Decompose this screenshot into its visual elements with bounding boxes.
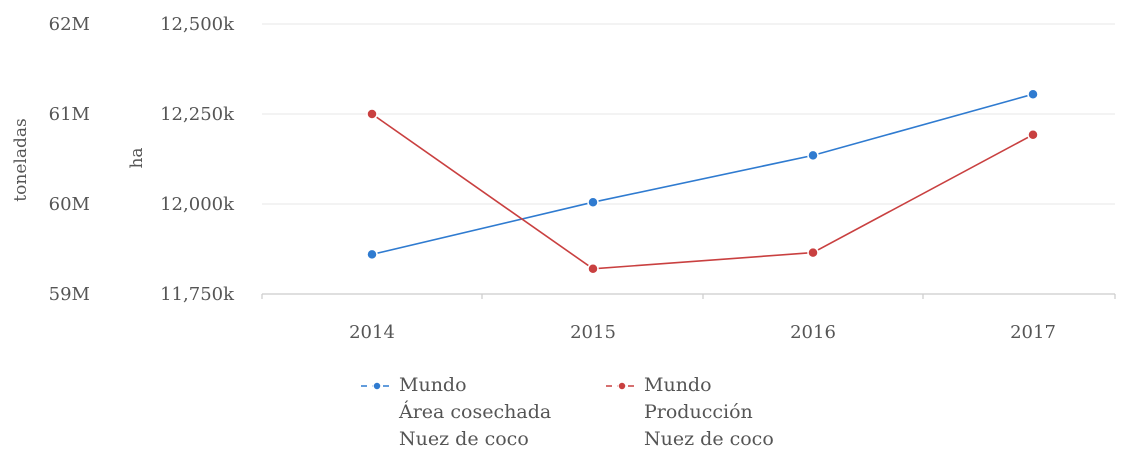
legend-line: Mundo (644, 374, 712, 396)
x-tick-label: 2015 (570, 322, 616, 343)
y-outer-tick-label: 60M (49, 194, 90, 215)
legend-line: Nuez de coco (399, 428, 529, 450)
series-line-1 (371, 113, 1034, 270)
legend-swatch-production (606, 381, 638, 391)
legend-item-production[interactable]: Mundo Producción Nuez de coco (600, 372, 845, 453)
data-point[interactable] (1027, 128, 1039, 141)
y-inner-tick-label: 11,750k (160, 284, 235, 305)
data-point[interactable] (807, 149, 819, 162)
data-point[interactable] (807, 246, 819, 259)
y-axis-outer-ticks: 59M 60M 61M 62M (49, 14, 90, 305)
grid-lines (262, 23, 1115, 295)
data-point[interactable] (587, 196, 599, 208)
legend-line: Producción (644, 401, 753, 423)
series-group (366, 88, 1039, 275)
legend-label-production: Mundo Producción Nuez de coco (644, 372, 774, 453)
legend-label-area: Mundo Área cosechada Nuez de coco (399, 372, 551, 453)
y-inner-tick-label: 12,500k (160, 14, 235, 35)
x-tick-label: 2017 (1010, 322, 1056, 343)
data-point[interactable] (366, 108, 378, 120)
y-axis-inner-title: ha (127, 147, 147, 168)
x-axis-ticks: 2014 2015 2016 2017 (261, 294, 1116, 343)
legend-item-area[interactable]: Mundo Área cosechada Nuez de coco (355, 372, 600, 453)
legend: Mundo Área cosechada Nuez de coco Mundo … (355, 372, 845, 453)
y-axis-inner-ticks: 11,750k 12,000k 12,250k 12,500k (160, 14, 235, 305)
y-outer-tick-label: 62M (49, 14, 90, 35)
x-tick-label: 2014 (349, 322, 395, 343)
legend-swatch-area (361, 381, 393, 391)
data-point[interactable] (587, 263, 599, 275)
y-inner-tick-label: 12,250k (160, 104, 235, 125)
legend-line: Nuez de coco (644, 428, 774, 450)
y-inner-tick-label: 12,000k (160, 194, 235, 215)
y-outer-tick-label: 59M (49, 284, 90, 305)
y-outer-tick-label: 61M (49, 104, 90, 125)
legend-line: Mundo (399, 374, 467, 396)
series-line-0 (371, 93, 1034, 256)
data-point[interactable] (366, 248, 378, 261)
legend-line: Área cosechada (399, 401, 552, 423)
x-tick-label: 2016 (790, 322, 836, 343)
y-axis-outer-title: toneladas (11, 118, 31, 201)
data-point[interactable] (1027, 88, 1039, 100)
